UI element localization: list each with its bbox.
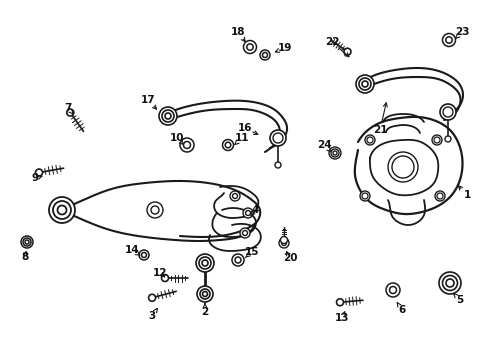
Circle shape <box>359 191 369 201</box>
Circle shape <box>343 48 350 55</box>
Circle shape <box>197 286 213 302</box>
Text: 22: 22 <box>324 37 339 47</box>
Text: 18: 18 <box>230 27 245 37</box>
Circle shape <box>385 283 399 297</box>
Text: 13: 13 <box>334 313 348 323</box>
Text: 20: 20 <box>282 253 297 263</box>
Circle shape <box>328 147 340 159</box>
Circle shape <box>231 254 244 266</box>
Text: 10: 10 <box>169 133 184 143</box>
Text: 21: 21 <box>372 125 386 135</box>
Text: 2: 2 <box>201 307 208 317</box>
Circle shape <box>260 50 269 60</box>
Text: 9: 9 <box>31 173 39 183</box>
Text: 8: 8 <box>21 252 29 262</box>
Circle shape <box>49 197 75 223</box>
Text: 11: 11 <box>234 133 249 143</box>
Circle shape <box>387 152 417 182</box>
Circle shape <box>355 75 373 93</box>
Circle shape <box>442 33 454 46</box>
Circle shape <box>439 104 455 120</box>
Circle shape <box>336 299 343 306</box>
Circle shape <box>67 109 74 116</box>
Text: 12: 12 <box>152 268 167 278</box>
Circle shape <box>279 238 288 248</box>
Circle shape <box>36 169 42 176</box>
Circle shape <box>274 162 281 168</box>
Text: 3: 3 <box>148 311 155 321</box>
Text: 15: 15 <box>244 247 259 257</box>
Circle shape <box>148 294 155 301</box>
Circle shape <box>438 272 460 294</box>
Circle shape <box>161 275 168 282</box>
Text: 23: 23 <box>454 27 468 37</box>
Text: 4: 4 <box>251 205 258 215</box>
Text: 24: 24 <box>316 140 331 150</box>
Circle shape <box>364 135 374 145</box>
Text: 6: 6 <box>398 305 405 315</box>
Circle shape <box>243 41 256 54</box>
Circle shape <box>196 254 214 272</box>
Circle shape <box>159 107 177 125</box>
Text: 19: 19 <box>277 43 292 53</box>
Circle shape <box>229 191 240 201</box>
Circle shape <box>243 208 252 218</box>
Text: 7: 7 <box>64 103 72 113</box>
Circle shape <box>280 237 287 243</box>
Circle shape <box>21 236 33 248</box>
Circle shape <box>180 138 194 152</box>
Circle shape <box>434 191 444 201</box>
Circle shape <box>269 130 285 146</box>
Circle shape <box>222 140 233 150</box>
Circle shape <box>240 228 249 238</box>
Text: 14: 14 <box>124 245 139 255</box>
Circle shape <box>431 135 441 145</box>
Text: 5: 5 <box>455 295 463 305</box>
Circle shape <box>139 250 149 260</box>
Text: 16: 16 <box>237 123 252 133</box>
Text: 17: 17 <box>141 95 155 105</box>
Circle shape <box>147 202 163 218</box>
Text: 1: 1 <box>463 190 469 200</box>
Circle shape <box>444 136 450 142</box>
